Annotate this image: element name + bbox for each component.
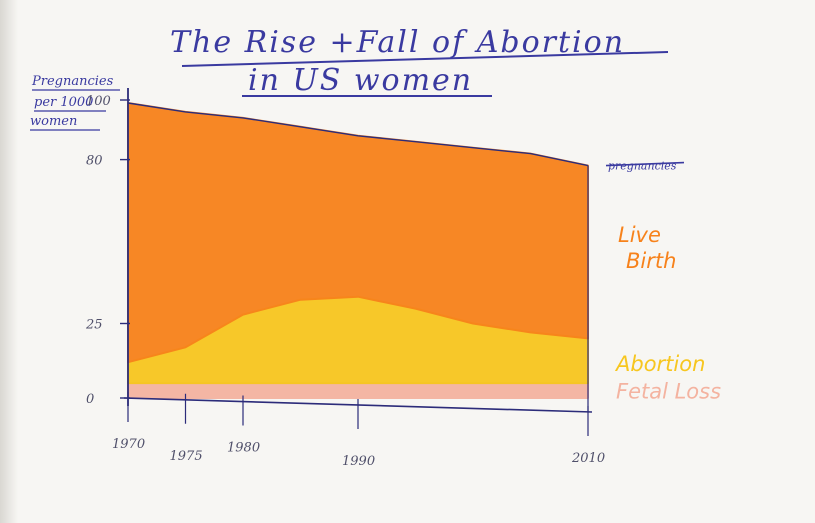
x-tick-label-1975: 1975 [170, 449, 203, 464]
chart-title-line-2: in US women [248, 63, 473, 98]
area-fetal-loss [127, 382, 589, 399]
paper-edge [0, 0, 18, 523]
x-tick-label-1980: 1980 [227, 441, 260, 456]
top-line-label-strike [605, 161, 685, 167]
legend-label-fetal-loss: Fetal Loss [616, 380, 721, 404]
title-underline-1 [181, 51, 669, 67]
stack-top-line [127, 102, 589, 167]
legend-label-abortion: Abortion [614, 352, 705, 376]
chart-title-line-1: The Rise +Fall of Abortion [170, 25, 625, 60]
y-axis-label-line-3: women [30, 114, 77, 129]
ticks: 0 25 80 100 1970 1975 1980 1990 2010 [85, 94, 605, 469]
y-axis-label-line-2: per 1000 [34, 95, 93, 110]
y-axis-label-line-1: Pregnancies [31, 74, 114, 89]
y-tick-label-80: 80 [86, 154, 103, 169]
x-tick-label-1970: 1970 [112, 437, 145, 452]
top-line-label: pregnancies [608, 160, 677, 173]
legend-label-live-birth: Live Birth [618, 223, 676, 273]
legend: Fetal Loss Abortion Live Birth pregnancies [605, 160, 721, 404]
x-tick-label-1990: 1990 [342, 454, 375, 469]
y-tick-label-0: 0 [86, 392, 94, 407]
area-layers [127, 102, 589, 399]
y-tick-label-25: 25 [85, 318, 103, 333]
x-tick-label-2010: 2010 [571, 451, 605, 466]
y-tick-label-100: 100 [86, 94, 111, 109]
